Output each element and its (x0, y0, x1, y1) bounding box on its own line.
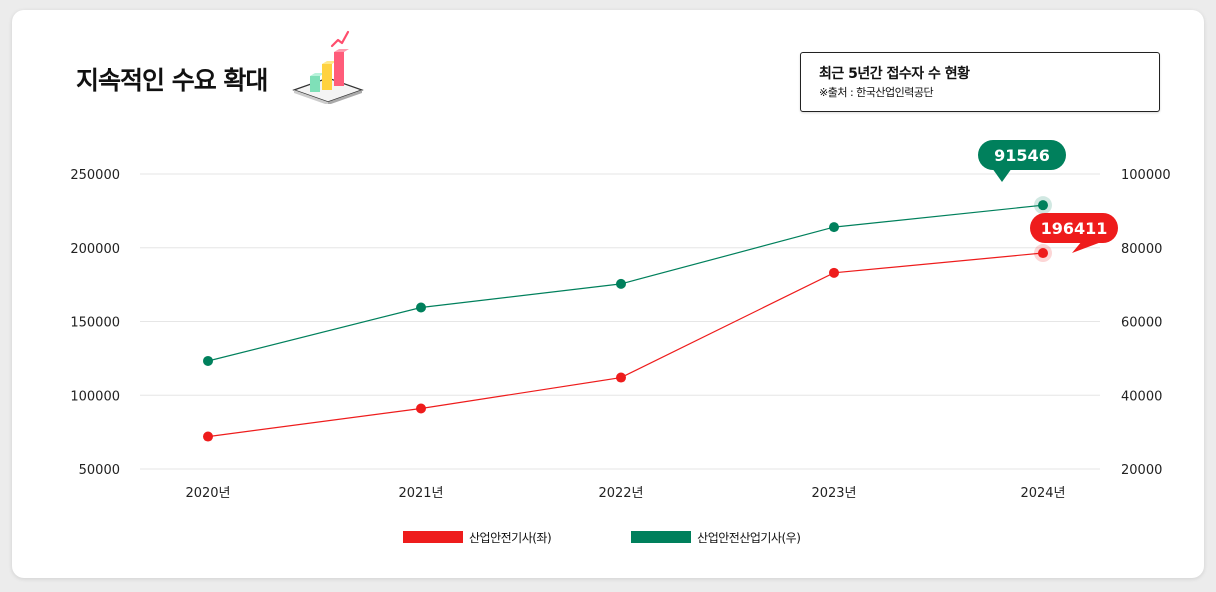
page-title: 지속적인 수요 확대 (76, 66, 268, 95)
legend: 산업안전기사(좌) 산업안전산업기사(우) (403, 528, 880, 546)
callout-tail-left (1072, 241, 1104, 253)
line-chart: 250000 100000 200000 80000 150000 60000 100000… (70, 140, 1171, 501)
data-point (616, 278, 626, 289)
legend-swatch-right (631, 531, 692, 543)
callout-label-left: 196411 (1041, 219, 1108, 238)
x-tick-label: 2021년 (398, 486, 443, 501)
data-point (416, 403, 426, 414)
data-point (616, 372, 626, 383)
y-right-tick-label: 20000 (1121, 463, 1162, 478)
source-box: 최근 5년간 접수자 수 현황 ※출처 : 한국산업인력공단 (800, 52, 1160, 112)
x-tick-label: 2022년 (598, 486, 643, 501)
legend-swatch-left (403, 531, 463, 543)
y-left-tick-label: 100000 (70, 389, 120, 404)
data-point (203, 355, 213, 366)
data-point (203, 431, 213, 442)
y-left-tick-label: 200000 (70, 242, 120, 257)
data-point (1038, 200, 1048, 211)
legend-label-right: 산업안전산업기사(우) (697, 530, 801, 545)
data-point (1038, 248, 1048, 259)
y-left-tick-label: 50000 (79, 463, 120, 478)
callout-label-right: 91546 (994, 146, 1050, 165)
data-point (416, 302, 426, 313)
callout-bubble-right (978, 140, 1066, 170)
callout-bubble-left (1030, 213, 1118, 243)
data-point (829, 222, 839, 233)
y-right-tick-label: 100000 (1121, 168, 1171, 183)
source-note: ※출처 : 한국산업인력공단 (819, 86, 934, 99)
source-title: 최근 5년간 접수자 수 현황 (819, 66, 970, 82)
legend-item-right: 산업안전산업기사(우) (631, 529, 801, 546)
data-point (829, 267, 839, 278)
x-tick-label: 2024년 (1020, 486, 1065, 501)
y-left-tick-label: 250000 (70, 168, 120, 183)
legend-label-left: 산업안전기사(좌) (469, 530, 552, 545)
bar-chart-3d-icon (290, 28, 366, 108)
y-right-tick-label: 80000 (1121, 242, 1162, 257)
y-left-tick-label: 150000 (70, 316, 120, 331)
legend-item-left: 산업안전기사(좌) (403, 529, 552, 546)
x-tick-label: 2023년 (811, 486, 856, 501)
callout-tail-right (992, 168, 1012, 182)
y-right-tick-label: 60000 (1121, 316, 1162, 331)
y-right-tick-label: 40000 (1121, 389, 1162, 404)
series-line-left (207, 252, 1044, 438)
x-tick-label: 2020년 (185, 486, 230, 501)
